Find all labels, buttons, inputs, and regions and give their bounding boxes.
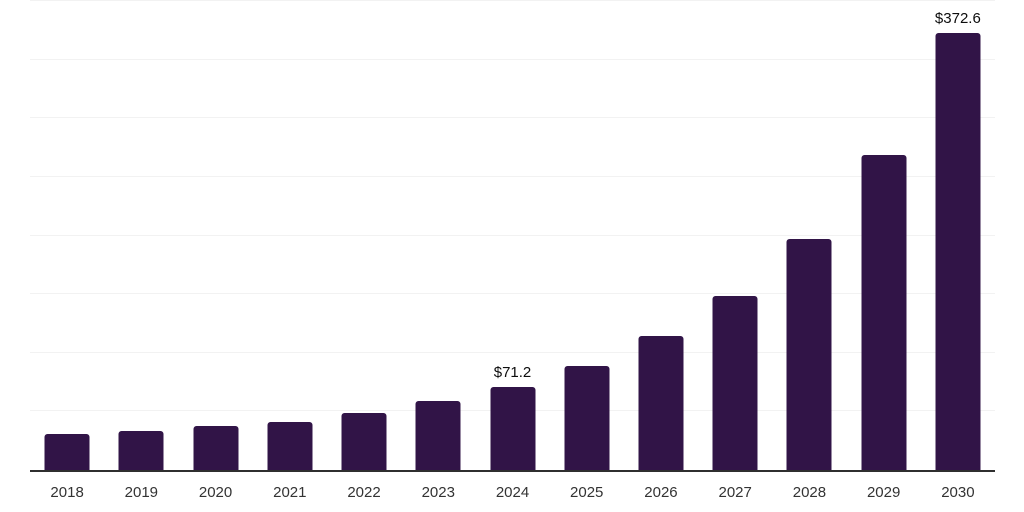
x-tick-label: 2029 [866,484,901,501]
x-tick-label: 2018 [50,484,84,501]
x-tick-label: 2025 [570,484,604,501]
gridline [30,234,995,236]
gridline [30,293,995,295]
plot-area: $71.2 $372.6 [30,0,995,472]
x-tick-label: 2028 [792,484,827,501]
bar [564,365,610,470]
x-tick-label: 2030 [941,484,975,501]
x-tick-label: 2020 [198,484,233,501]
bar [267,421,313,470]
value-label: $71.2 [493,363,532,381]
x-tick-label: 2027 [718,484,752,501]
bar [935,33,981,470]
bar [861,155,907,470]
x-tick-label: 2022 [347,484,381,501]
x-tick-label: 2024 [495,484,530,501]
gridline [30,117,995,119]
value-label: $372.6 [934,10,981,28]
bar [638,336,684,470]
bar [786,238,832,470]
bar [490,386,535,470]
x-tick-label: 2021 [273,484,307,501]
bar [341,413,387,470]
gridline [30,0,995,1]
gridline [30,175,995,177]
x-axis: 2018 2019 2020 2021 2022 2023 2024 2025 2026 2027… [30,472,995,508]
x-tick-label: 2019 [124,484,159,501]
bar [193,426,239,470]
x-tick-label: 2026 [644,484,678,501]
bar [712,296,758,470]
gridline [30,351,995,353]
x-tick-label: 2023 [421,484,455,501]
bar [44,434,90,470]
bar [118,431,164,470]
bar [415,401,461,470]
gridline [30,58,995,60]
